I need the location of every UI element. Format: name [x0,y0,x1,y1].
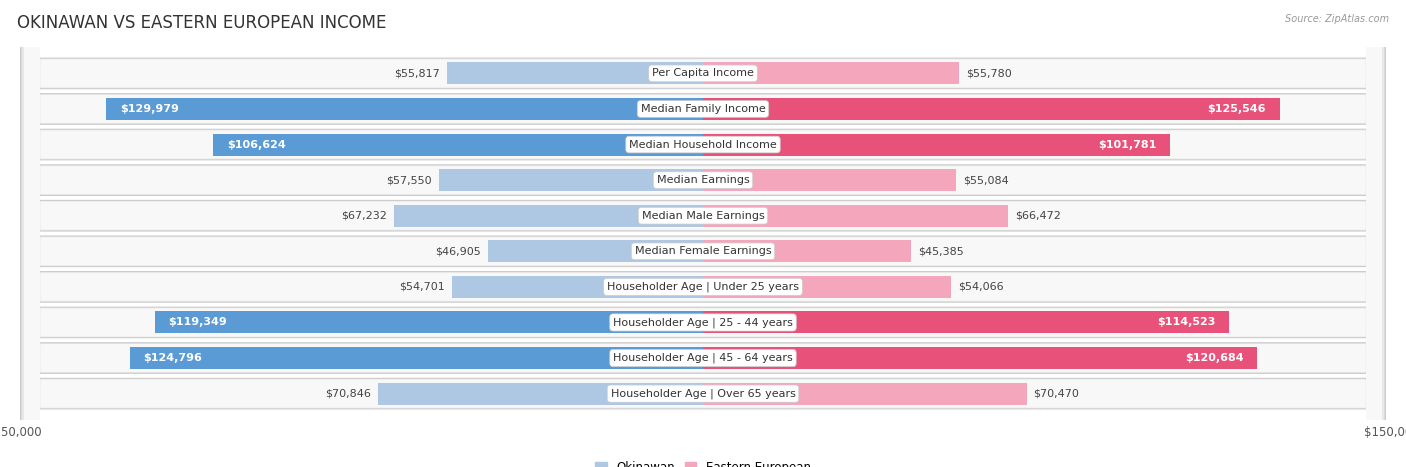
Bar [703,63,959,85]
FancyBboxPatch shape [21,0,1385,467]
Bar [703,169,956,191]
Text: Householder Age | Over 65 years: Householder Age | Over 65 years [610,389,796,399]
Text: $54,701: $54,701 [399,282,444,292]
FancyBboxPatch shape [21,0,1385,467]
Text: Median Earnings: Median Earnings [657,175,749,185]
Bar [155,311,703,333]
Text: Householder Age | 45 - 64 years: Householder Age | 45 - 64 years [613,353,793,363]
Text: Median Male Earnings: Median Male Earnings [641,211,765,221]
Bar [214,134,703,156]
Text: $55,780: $55,780 [966,68,1012,78]
Bar [447,63,703,85]
Text: $45,385: $45,385 [918,246,965,256]
FancyBboxPatch shape [24,0,1382,467]
Text: $124,796: $124,796 [143,353,202,363]
Text: $125,546: $125,546 [1208,104,1265,114]
FancyBboxPatch shape [21,0,1385,467]
Text: $101,781: $101,781 [1098,140,1157,149]
Text: $55,084: $55,084 [963,175,1008,185]
Text: $55,817: $55,817 [394,68,440,78]
Bar [378,382,703,404]
Text: $66,472: $66,472 [1015,211,1062,221]
Text: Per Capita Income: Per Capita Income [652,68,754,78]
Text: Householder Age | 25 - 44 years: Householder Age | 25 - 44 years [613,317,793,328]
Text: $119,349: $119,349 [169,318,228,327]
Text: $67,232: $67,232 [342,211,387,221]
Text: $129,979: $129,979 [120,104,179,114]
FancyBboxPatch shape [21,0,1385,467]
Text: $70,846: $70,846 [325,389,371,399]
FancyBboxPatch shape [24,0,1382,467]
FancyBboxPatch shape [24,0,1382,467]
FancyBboxPatch shape [24,0,1382,467]
Text: Householder Age | Under 25 years: Householder Age | Under 25 years [607,282,799,292]
Text: OKINAWAN VS EASTERN EUROPEAN INCOME: OKINAWAN VS EASTERN EUROPEAN INCOME [17,14,387,32]
Bar [703,205,1008,227]
Text: $70,470: $70,470 [1033,389,1080,399]
FancyBboxPatch shape [24,0,1382,467]
FancyBboxPatch shape [24,0,1382,467]
FancyBboxPatch shape [21,0,1385,467]
FancyBboxPatch shape [24,0,1382,467]
Bar [703,347,1257,369]
Text: Source: ZipAtlas.com: Source: ZipAtlas.com [1285,14,1389,24]
Text: Median Female Earnings: Median Female Earnings [634,246,772,256]
Bar [394,205,703,227]
Legend: Okinawan, Eastern European: Okinawan, Eastern European [595,461,811,467]
Bar [703,276,952,298]
Text: $106,624: $106,624 [226,140,285,149]
Bar [703,382,1026,404]
Bar [488,240,703,262]
Text: $46,905: $46,905 [434,246,481,256]
Text: $54,066: $54,066 [959,282,1004,292]
FancyBboxPatch shape [21,0,1385,467]
Bar [703,98,1279,120]
FancyBboxPatch shape [24,0,1382,467]
FancyBboxPatch shape [24,0,1382,467]
Bar [703,311,1229,333]
Bar [703,134,1170,156]
Text: $114,523: $114,523 [1157,318,1215,327]
Bar [129,347,703,369]
Text: Median Family Income: Median Family Income [641,104,765,114]
FancyBboxPatch shape [21,0,1385,467]
FancyBboxPatch shape [21,0,1385,467]
Bar [451,276,703,298]
FancyBboxPatch shape [24,0,1382,467]
FancyBboxPatch shape [21,0,1385,467]
Text: Median Household Income: Median Household Income [628,140,778,149]
Text: $57,550: $57,550 [387,175,432,185]
FancyBboxPatch shape [21,0,1385,467]
Bar [105,98,703,120]
Bar [439,169,703,191]
Text: $120,684: $120,684 [1185,353,1243,363]
Bar [703,240,911,262]
